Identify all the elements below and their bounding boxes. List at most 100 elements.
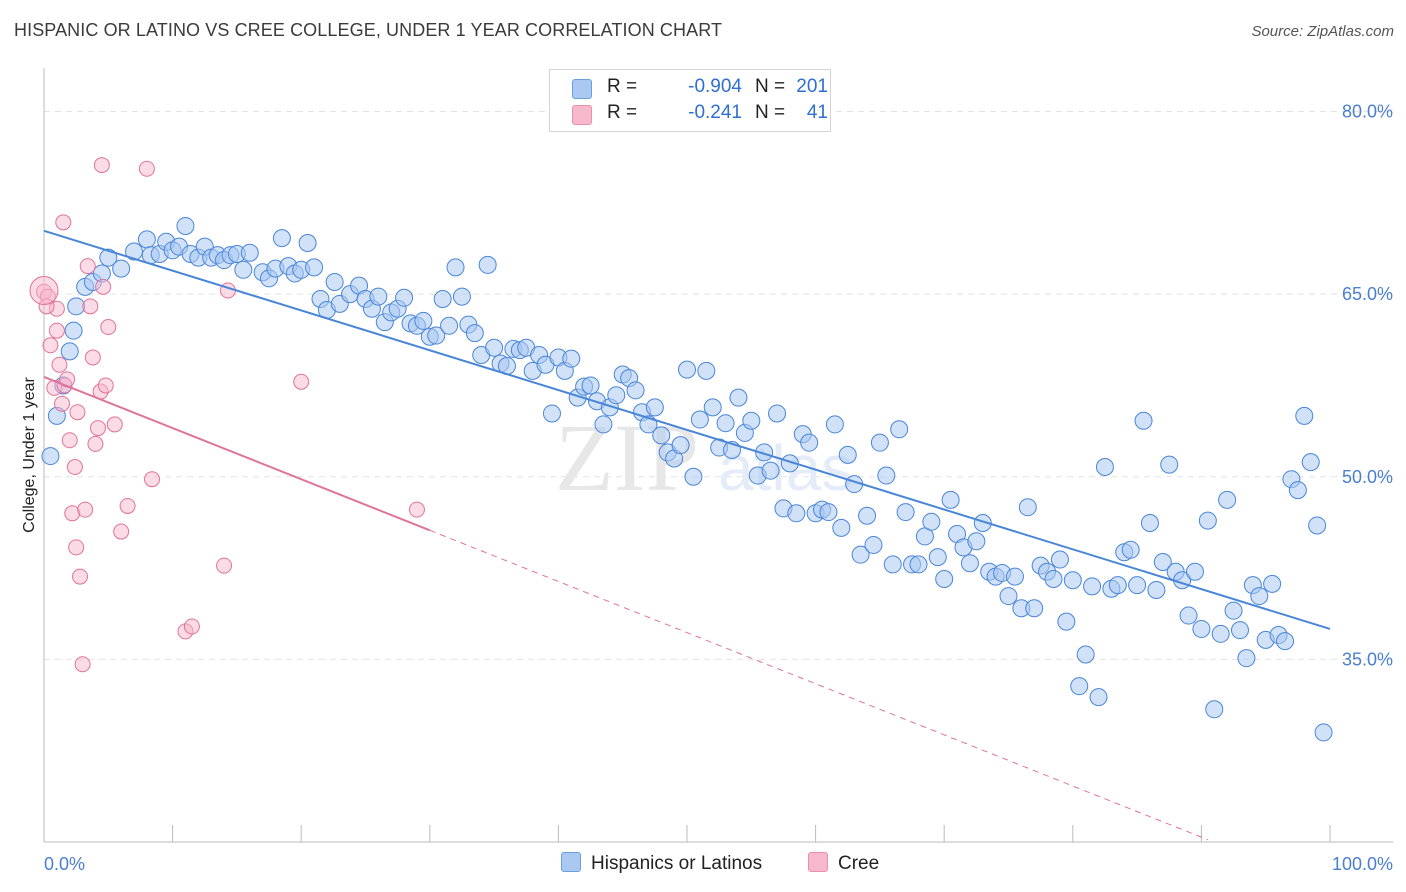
hispanics-point (1057, 612, 1076, 631)
hispanics-point (1301, 453, 1320, 472)
hispanics-point (960, 554, 979, 573)
hispanics-point (851, 545, 870, 564)
hispanics-point (787, 504, 806, 523)
hispanics-point (542, 404, 561, 423)
bottom-legend-hispanics: Hispanics or Latinos (561, 852, 762, 875)
trend-line-cree-extension (429, 529, 1209, 841)
hispanics-point (112, 259, 131, 278)
legend-n-value: 41 (806, 102, 828, 123)
hispanics-point (768, 404, 787, 423)
cree-point (90, 420, 107, 437)
hispanics-point (1140, 514, 1159, 533)
hispanics-point (626, 381, 645, 400)
hispanics-point (1134, 411, 1153, 430)
cree-point (84, 349, 101, 366)
hispanics-point (1205, 700, 1224, 719)
hispanics-point (1308, 516, 1327, 535)
trend-line-cree (43, 376, 431, 532)
hispanics-point (1160, 455, 1179, 474)
hispanics-point (838, 445, 857, 464)
hispanics-point (1121, 540, 1140, 559)
hispanics-point (684, 467, 703, 486)
cree-point (77, 501, 94, 518)
cree-point (51, 356, 68, 373)
cree-point (106, 416, 123, 433)
legend-n-label: N = (755, 102, 786, 123)
hispanics-point (999, 587, 1018, 606)
hispanics-point (395, 288, 414, 307)
hispanics-point (1224, 601, 1243, 620)
hispanics-point (1025, 599, 1044, 618)
bottom-legend-label: Hispanics or Latinos (591, 853, 763, 874)
hispanics-point (1076, 645, 1095, 664)
hispanics-point (1211, 624, 1230, 643)
cree-point (97, 377, 114, 394)
hispanics-point (607, 386, 626, 405)
hispanics-point (864, 535, 883, 554)
cree-point (61, 432, 78, 449)
hispanics-point (1095, 458, 1114, 477)
hispanics-point (1250, 587, 1269, 606)
y-axis-label: College, Under 1 year (21, 377, 38, 533)
hispanics-point (452, 287, 471, 306)
hispanics-point (305, 258, 324, 277)
legend-swatch-blue (572, 79, 592, 99)
hispanics-point (485, 338, 504, 357)
hispanics-point (935, 570, 954, 589)
cree-point (183, 618, 200, 635)
cree-point (100, 319, 117, 336)
trend-lines (43, 229, 1331, 841)
hispanics-point (941, 490, 960, 509)
cree-point (119, 497, 136, 514)
hispanics-point (440, 316, 459, 335)
cree-point (66, 459, 83, 476)
hispanics-point (973, 514, 992, 533)
hispanics-point (1070, 677, 1089, 696)
hispanics-point (928, 548, 947, 567)
x-tick-label-max: 100.0% (1332, 854, 1393, 874)
hispanics-point (41, 447, 60, 466)
hispanics-point (60, 342, 79, 361)
trend-line-hispanics (43, 229, 1331, 630)
bottom-legend-cree: Cree (808, 852, 879, 875)
hispanics-point (1108, 576, 1127, 595)
hispanics-point (234, 260, 253, 279)
hispanics-point (825, 415, 844, 434)
hispanics-point (645, 398, 664, 417)
hispanics-point (819, 503, 838, 522)
cree-point (82, 298, 99, 315)
source-label: Source: ZipAtlas.com (1251, 23, 1394, 40)
hispanics-point (858, 506, 877, 525)
y-tick-label: 65.0% (1342, 284, 1393, 304)
chart-title: HISPANIC OR LATINO VS CREE COLLEGE, UNDE… (14, 20, 723, 40)
hispanics-point (697, 361, 716, 380)
hispanics-point (755, 443, 774, 462)
hispanics-point (99, 248, 118, 267)
hispanics-point (67, 297, 86, 316)
hispanics-point (562, 349, 581, 368)
hispanics-point (1198, 511, 1217, 530)
bottom-legend-swatch-blue (561, 852, 581, 872)
hispanics-point (890, 420, 909, 439)
legend-r-label: R = (607, 102, 638, 123)
hispanics-point (922, 512, 941, 531)
hispanics-point (427, 326, 446, 345)
hispanics-point (671, 436, 690, 455)
cree-point (293, 373, 310, 390)
legend-r-value: -0.904 (688, 76, 742, 97)
legend-swatch-pink (572, 105, 592, 125)
hispanics-point (594, 415, 613, 434)
cree-point (68, 539, 85, 556)
correlation-legend: R = -0.904 N = 201 R = -0.241 N = 41 (549, 69, 831, 132)
hispanics-point (1147, 580, 1166, 599)
cree-point (87, 435, 104, 452)
legend-r-value: -0.241 (688, 102, 742, 123)
cree-point (113, 523, 130, 540)
y-tick-label: 80.0% (1342, 102, 1393, 122)
cree-point (69, 404, 86, 421)
hispanics-point (896, 503, 915, 522)
x-tick-label-min: 0.0% (44, 854, 85, 874)
hispanics-point (325, 272, 344, 291)
hispanics-point (1018, 498, 1037, 517)
